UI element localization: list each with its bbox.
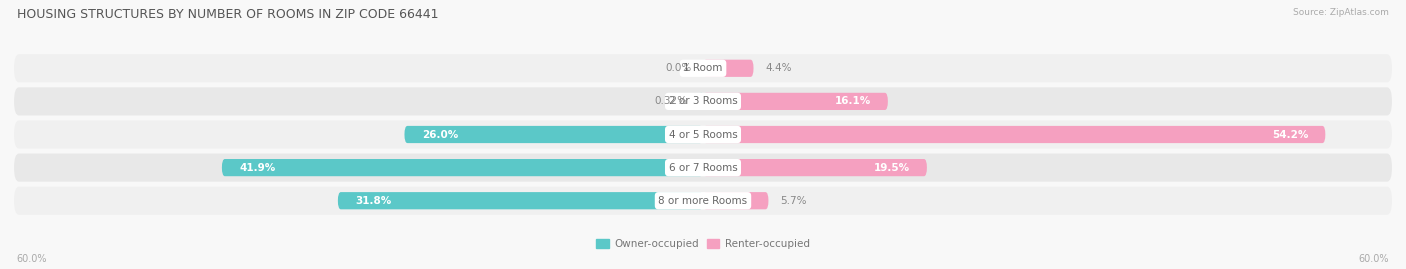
Text: Source: ZipAtlas.com: Source: ZipAtlas.com	[1294, 8, 1389, 17]
Text: 5.7%: 5.7%	[780, 196, 807, 206]
FancyBboxPatch shape	[14, 187, 1392, 215]
FancyBboxPatch shape	[703, 93, 887, 110]
Text: HOUSING STRUCTURES BY NUMBER OF ROOMS IN ZIP CODE 66441: HOUSING STRUCTURES BY NUMBER OF ROOMS IN…	[17, 8, 439, 21]
Text: 41.9%: 41.9%	[239, 162, 276, 173]
Text: 4 or 5 Rooms: 4 or 5 Rooms	[669, 129, 737, 140]
FancyBboxPatch shape	[14, 87, 1392, 115]
Text: 1 Room: 1 Room	[683, 63, 723, 73]
Text: 26.0%: 26.0%	[422, 129, 458, 140]
Text: 16.1%: 16.1%	[834, 96, 870, 107]
FancyBboxPatch shape	[222, 159, 703, 176]
Text: 54.2%: 54.2%	[1272, 129, 1308, 140]
Text: 60.0%: 60.0%	[1358, 254, 1389, 264]
Text: 8 or more Rooms: 8 or more Rooms	[658, 196, 748, 206]
FancyBboxPatch shape	[14, 54, 1392, 82]
FancyBboxPatch shape	[703, 60, 754, 77]
FancyBboxPatch shape	[405, 126, 703, 143]
FancyBboxPatch shape	[337, 192, 703, 209]
FancyBboxPatch shape	[14, 154, 1392, 182]
Text: 60.0%: 60.0%	[17, 254, 48, 264]
FancyBboxPatch shape	[703, 126, 1326, 143]
Text: 31.8%: 31.8%	[356, 196, 391, 206]
Text: 0.0%: 0.0%	[665, 63, 692, 73]
Text: 2 or 3 Rooms: 2 or 3 Rooms	[669, 96, 737, 107]
Text: 19.5%: 19.5%	[873, 162, 910, 173]
Legend: Owner-occupied, Renter-occupied: Owner-occupied, Renter-occupied	[592, 235, 814, 253]
Text: 4.4%: 4.4%	[765, 63, 792, 73]
FancyBboxPatch shape	[703, 192, 769, 209]
Text: 0.32%: 0.32%	[655, 96, 688, 107]
Text: 6 or 7 Rooms: 6 or 7 Rooms	[669, 162, 737, 173]
FancyBboxPatch shape	[703, 159, 927, 176]
FancyBboxPatch shape	[699, 93, 703, 110]
FancyBboxPatch shape	[14, 121, 1392, 148]
